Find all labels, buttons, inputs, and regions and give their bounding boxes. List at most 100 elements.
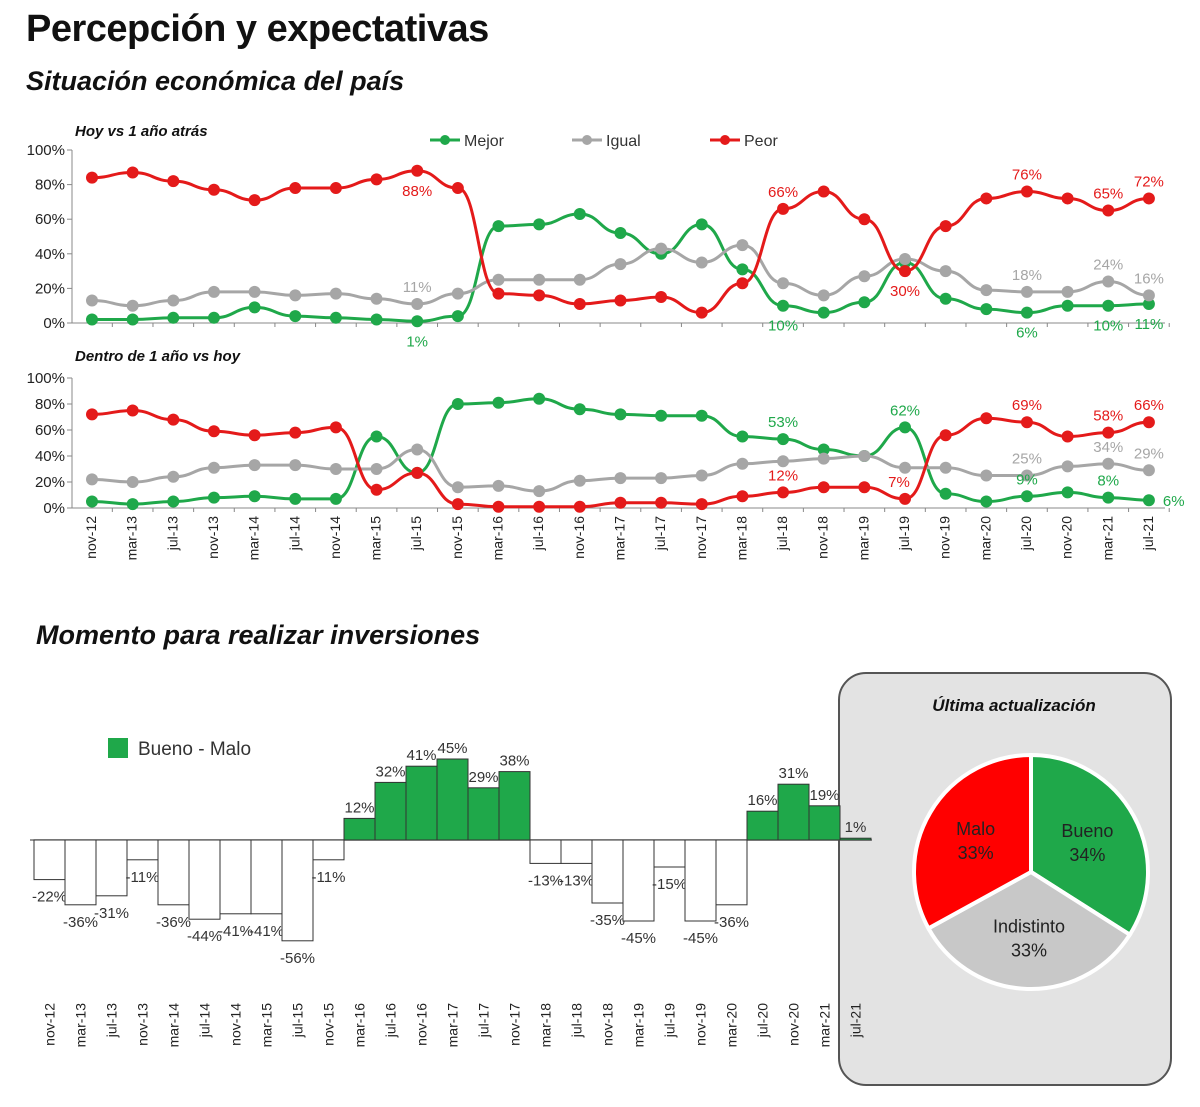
data-point-peor <box>736 277 749 290</box>
x-tick-label: jul-16 <box>530 516 546 551</box>
x-tick-label: nov-14 <box>327 516 343 559</box>
data-point-mejor <box>1061 486 1074 499</box>
data-point-peor <box>1061 192 1074 205</box>
data-point-igual <box>1020 469 1033 482</box>
legend-marker <box>440 135 450 145</box>
page-title: Percepción y expectativas <box>26 8 489 50</box>
bar <box>405 765 438 841</box>
data-point-mejor <box>695 409 708 422</box>
data-label: 8% <box>1097 473 1119 490</box>
bar <box>560 839 593 864</box>
data-point-peor <box>167 413 180 426</box>
data-point-peor <box>695 498 708 511</box>
bar-value-label: 31% <box>778 765 808 782</box>
data-point-peor <box>939 429 952 442</box>
bar <box>777 783 810 841</box>
data-point-igual <box>1020 285 1033 298</box>
data-point-mejor <box>695 218 708 231</box>
x-tick-label: nov-17 <box>693 516 709 559</box>
data-point-igual <box>573 273 586 286</box>
y-tick-label: 80% <box>35 177 65 194</box>
legend-label: Bueno - Malo <box>138 739 251 760</box>
x-tick-label: mar-18 <box>733 516 749 561</box>
bar <box>126 839 159 861</box>
bar-value-label: -13% <box>528 872 563 889</box>
data-point-igual <box>980 284 993 297</box>
data-point-mejor <box>167 495 180 508</box>
bar <box>653 839 686 868</box>
data-point-peor <box>817 481 830 494</box>
data-point-mejor <box>126 498 139 511</box>
bar <box>839 837 872 841</box>
data-point-peor <box>1142 416 1155 429</box>
section-subtitle: Situación económica del país <box>26 66 405 96</box>
data-point-peor <box>736 490 749 503</box>
bar-value-label: -31% <box>94 905 129 922</box>
data-point-igual <box>289 289 302 302</box>
x-tick-label: mar-14 <box>166 1003 182 1048</box>
data-point-peor <box>289 182 302 195</box>
x-tick-label: nov-14 <box>228 1003 244 1046</box>
data-label: 58% <box>1093 408 1123 425</box>
y-tick-label: 0% <box>43 315 65 332</box>
data-label: 72% <box>1134 173 1164 190</box>
x-tick-label: mar-16 <box>352 1003 368 1048</box>
data-point-peor <box>248 194 261 207</box>
chart-title: Dentro de 1 año vs hoy <box>75 348 241 365</box>
data-point-igual <box>86 294 98 307</box>
x-tick-label: nov-12 <box>83 516 99 559</box>
data-point-mejor <box>451 310 464 323</box>
chart-title: Hoy vs 1 año atrás <box>75 123 208 140</box>
data-point-peor <box>1061 430 1074 443</box>
data-point-igual <box>736 239 749 252</box>
data-point-peor <box>329 182 342 195</box>
data-point-mejor <box>207 311 220 324</box>
data-point-mejor <box>1142 297 1155 310</box>
x-tick-label: mar-20 <box>724 1003 740 1048</box>
data-point-peor <box>370 483 383 496</box>
bar <box>219 839 252 915</box>
data-label: 53% <box>768 414 798 431</box>
pie-title: Última actualización <box>932 696 1095 715</box>
data-label: 88% <box>402 183 432 200</box>
x-tick-label: nov-13 <box>205 516 221 559</box>
series-line-igual <box>91 447 1149 493</box>
data-point-igual <box>167 470 180 483</box>
data-point-peor <box>777 486 790 499</box>
data-point-peor <box>126 404 139 417</box>
pie-slice-name: Bueno <box>1061 821 1113 841</box>
y-tick-label: 80% <box>35 396 65 413</box>
data-point-mejor <box>533 392 546 405</box>
data-point-igual <box>573 474 586 487</box>
data-point-peor <box>939 220 952 233</box>
y-tick-label: 40% <box>35 246 65 263</box>
data-point-peor <box>207 425 220 438</box>
y-tick-label: 60% <box>35 211 65 228</box>
data-point-mejor <box>329 311 342 324</box>
bar-value-label: -11% <box>312 869 346 886</box>
y-tick-label: 20% <box>35 280 65 297</box>
data-point-igual <box>1142 289 1155 302</box>
data-label: 10% <box>1093 318 1123 335</box>
x-tick-label: jul-16 <box>383 1003 399 1038</box>
x-tick-label: jul-19 <box>896 516 912 551</box>
data-point-igual <box>777 277 790 290</box>
data-point-igual <box>1061 460 1074 473</box>
data-point-mejor <box>492 220 505 233</box>
data-point-mejor <box>614 408 627 421</box>
bar <box>157 839 190 906</box>
data-point-peor <box>492 287 505 300</box>
data-point-igual <box>695 256 708 269</box>
x-tick-label: mar-14 <box>246 516 262 561</box>
bar-value-label: -41% <box>249 923 284 940</box>
data-point-igual <box>939 265 952 278</box>
data-point-igual <box>614 258 627 271</box>
data-point-igual <box>817 289 830 302</box>
bar <box>250 839 283 915</box>
data-point-mejor <box>167 311 180 324</box>
x-tick-label: nov-19 <box>693 1003 709 1046</box>
data-point-mejor <box>817 306 830 319</box>
data-point-peor <box>329 421 342 434</box>
data-point-igual <box>1102 275 1115 288</box>
